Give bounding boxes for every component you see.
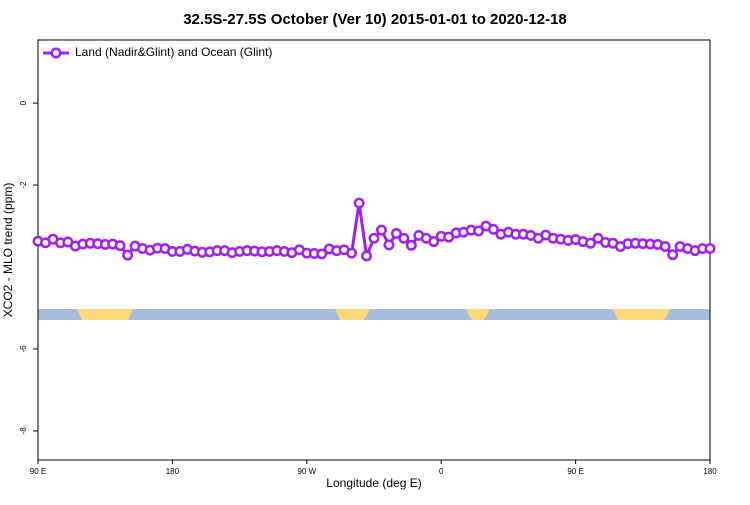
land-ocean-band xyxy=(38,309,710,320)
data-point xyxy=(704,243,716,255)
chart-title: 32.5S-27.5S October (Ver 10) 2015-01-01 … xyxy=(183,11,567,28)
data-point xyxy=(383,239,395,251)
x-tick-label: 90 W xyxy=(297,467,316,476)
x-tick-label: 0 xyxy=(439,467,444,476)
land-band xyxy=(466,309,490,320)
data-point xyxy=(368,232,380,244)
data-point xyxy=(376,224,387,236)
data-point xyxy=(667,249,679,261)
data-point xyxy=(114,240,126,252)
data-point xyxy=(390,227,402,239)
legend-marker xyxy=(50,47,62,59)
x-axis-label: Longitude (deg E) xyxy=(326,476,421,490)
x-tick-label: 180 xyxy=(703,467,717,476)
land-band xyxy=(77,309,133,320)
y-tick-label: -6 xyxy=(19,345,28,353)
data-point xyxy=(428,236,440,248)
data-point xyxy=(585,237,596,249)
land-band xyxy=(613,309,670,320)
data-point xyxy=(361,250,372,262)
data-point xyxy=(659,241,671,252)
data-point xyxy=(346,247,358,259)
ocean-band xyxy=(38,309,710,320)
land-band xyxy=(335,309,370,320)
x-tick-label: 90 E xyxy=(30,467,46,476)
data-point xyxy=(398,232,410,244)
x-tick-label: 90 E xyxy=(567,467,583,476)
data-point xyxy=(353,197,365,209)
data-point xyxy=(473,225,484,237)
y-tick-label: 0 xyxy=(19,100,28,105)
y-axis-label: XCO2 - MLO trend (ppm) xyxy=(1,183,15,318)
x-tick-label: 180 xyxy=(166,467,180,476)
data-point xyxy=(122,249,134,261)
legend-label: Land (Nadir&Glint) and Ocean (Glint) xyxy=(75,45,272,59)
data-point xyxy=(488,223,499,235)
data-point xyxy=(405,239,417,251)
y-tick-label: -8 xyxy=(19,427,28,435)
data-point xyxy=(316,248,328,260)
y-tick-label: -2 xyxy=(19,181,28,189)
